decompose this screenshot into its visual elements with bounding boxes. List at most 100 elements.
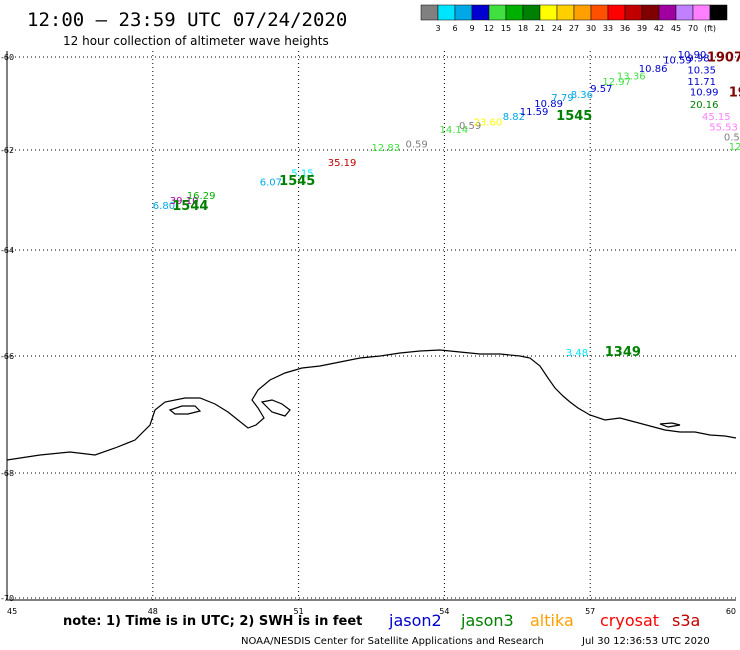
wave-height-value: 12.97 [602, 77, 631, 88]
satellite-legend-item: altika [530, 611, 574, 630]
wave-height-value: 16.29 [187, 191, 216, 202]
satellite-legend-item: jason3 [460, 611, 514, 630]
colorbar-label: 24 [552, 24, 562, 33]
colorbar-swatch [505, 4, 524, 21]
wave-height-value: 13.36 [617, 71, 646, 82]
colorbar-label: 3 [435, 24, 440, 33]
wave-height-value: 5.15 [291, 169, 313, 180]
footer-credit: NOAA/NESDIS Center for Satellite Applica… [241, 636, 544, 647]
colorbar-label: 36 [620, 24, 630, 33]
colorbar-label: 15 [501, 24, 511, 33]
colorbar-label: 27 [569, 24, 579, 33]
latitude-tick-label: -64 [1, 246, 14, 255]
map-subtitle: 12 hour collection of altimeter wave hei… [63, 34, 329, 48]
colorbar-swatch [420, 4, 439, 21]
wave-height-value: 8.82 [503, 112, 525, 123]
wave-height-value: 10.86 [639, 64, 668, 75]
footer-note: note: 1) Time is in UTC; 2) SWH is in fe… [63, 614, 362, 629]
wave-height-value: 0.59 [459, 121, 481, 132]
colorbar-label: 39 [637, 24, 647, 33]
antarctica-coastline [6, 349, 737, 461]
wave-height-value: 23.60 [474, 117, 503, 128]
wave-height-value: 35.19 [328, 158, 357, 169]
wave-height-value: 39.10 [170, 196, 199, 207]
wave-height-value: 11.71 [687, 77, 716, 88]
longitude-tick-label: 48 [148, 607, 158, 616]
wave-height-value: 9.98 [687, 54, 709, 65]
latitude-tick-label: -70 [1, 594, 14, 603]
latitude-ticks: -60 -62 -64 -66 -68 -70 [1, 53, 14, 603]
colorbar-label: 42 [654, 24, 664, 33]
wave-height-value: 3.48 [566, 348, 588, 359]
wave-height-value: 10.99 [690, 88, 719, 99]
pass-time-label: 1545 [556, 109, 592, 124]
latitude-tick-label: -68 [1, 469, 14, 478]
colorbar-label: 30 [586, 24, 596, 33]
satellite-legend-item: jason2 [388, 611, 442, 630]
colorbar-label: 45 [671, 24, 681, 33]
colorbar-swatch [709, 4, 728, 21]
colorbar-swatch [607, 4, 626, 21]
colorbar-swatch [556, 4, 575, 21]
pass-time-label: 19 [729, 86, 740, 101]
wave-height-value: 20.16 [690, 100, 719, 111]
satellite-legend: jason2 jason3 altika cryosat s3a [388, 611, 700, 630]
longitude-tick-label: 45 [7, 607, 17, 616]
wave-height-value: 0.59 [724, 133, 740, 144]
latitude-tick-label: -60 [1, 53, 14, 62]
wave-height-value: 8.36 [571, 90, 593, 101]
wave-height-value: 12.83 [372, 143, 401, 154]
wave-height-value: 10.59 [663, 56, 692, 67]
latitude-tick-label: -66 [1, 352, 14, 361]
wave-height-value: 10.90 [678, 50, 707, 61]
pass-time-label: 1349 [605, 345, 641, 360]
colorbar-label: 33 [603, 24, 613, 33]
wave-height-value: 0.59 [406, 140, 428, 151]
colorbar-label: 18 [518, 24, 528, 33]
wave-height-colorbar: 3 6 9 12 15 18 21 24 27 30 33 36 39 42 45 70 (ft) [420, 4, 728, 33]
colorbar-swatch [437, 4, 456, 21]
wave-height-value: 55.53 [709, 122, 738, 133]
pass-time-label: 1544 [172, 199, 208, 214]
colorbar-swatch [488, 4, 507, 21]
satellite-legend-item: cryosat [600, 611, 659, 630]
map-frame [6, 51, 736, 601]
colorbar-swatch [471, 4, 490, 21]
map-title: 12:00 – 23:59 UTC 07/24/2020 [27, 9, 347, 31]
footer-timestamp: Jul 30 12:36:53 UTC 2020 [581, 636, 710, 647]
longitude-tick-label: 54 [439, 607, 449, 616]
wave-height-value: 9.57 [590, 84, 612, 95]
colorbar-swatch [658, 4, 677, 21]
wave-height-value: 10.89 [534, 99, 563, 110]
colorbar-label: 21 [535, 24, 545, 33]
longitude-ticks: 45 48 51 54 57 60 [7, 607, 736, 616]
pass-time-label: 1545 [279, 174, 315, 189]
colorbar-swatch [590, 4, 609, 21]
colorbar-swatch [454, 4, 473, 21]
wave-height-value: 14.14 [440, 125, 469, 136]
satellite-legend-item: s3a [672, 611, 700, 630]
longitude-tick-label: 60 [726, 607, 736, 616]
colorbar-swatch [641, 4, 660, 21]
colorbar-swatch [522, 4, 541, 21]
pass-time-label: 1907 [707, 51, 740, 66]
wave-height-value: 12 [729, 142, 740, 153]
wave-height-value: 7.79 [551, 93, 573, 104]
graticule [7, 51, 736, 600]
colorbar-label: 9 [469, 24, 474, 33]
colorbar-swatch [624, 4, 643, 21]
latitude-tick-label: -62 [1, 146, 14, 155]
colorbar-swatch [539, 4, 558, 21]
colorbar-swatch [675, 4, 694, 21]
colorbar-label: 6 [452, 24, 457, 33]
longitude-tick-label: 57 [585, 607, 595, 616]
colorbar-label: 70 [688, 24, 698, 33]
wave-height-value: 10.35 [687, 66, 716, 77]
colorbar-label: (ft) [704, 24, 716, 33]
wave-height-value: 45.15 [702, 112, 731, 123]
pass-time-labels: 1544 1545 1545 1907 19 1349 [172, 51, 740, 360]
wave-height-value: 6.80 [153, 201, 175, 212]
colorbar-label: 12 [484, 24, 494, 33]
colorbar-swatch [573, 4, 592, 21]
